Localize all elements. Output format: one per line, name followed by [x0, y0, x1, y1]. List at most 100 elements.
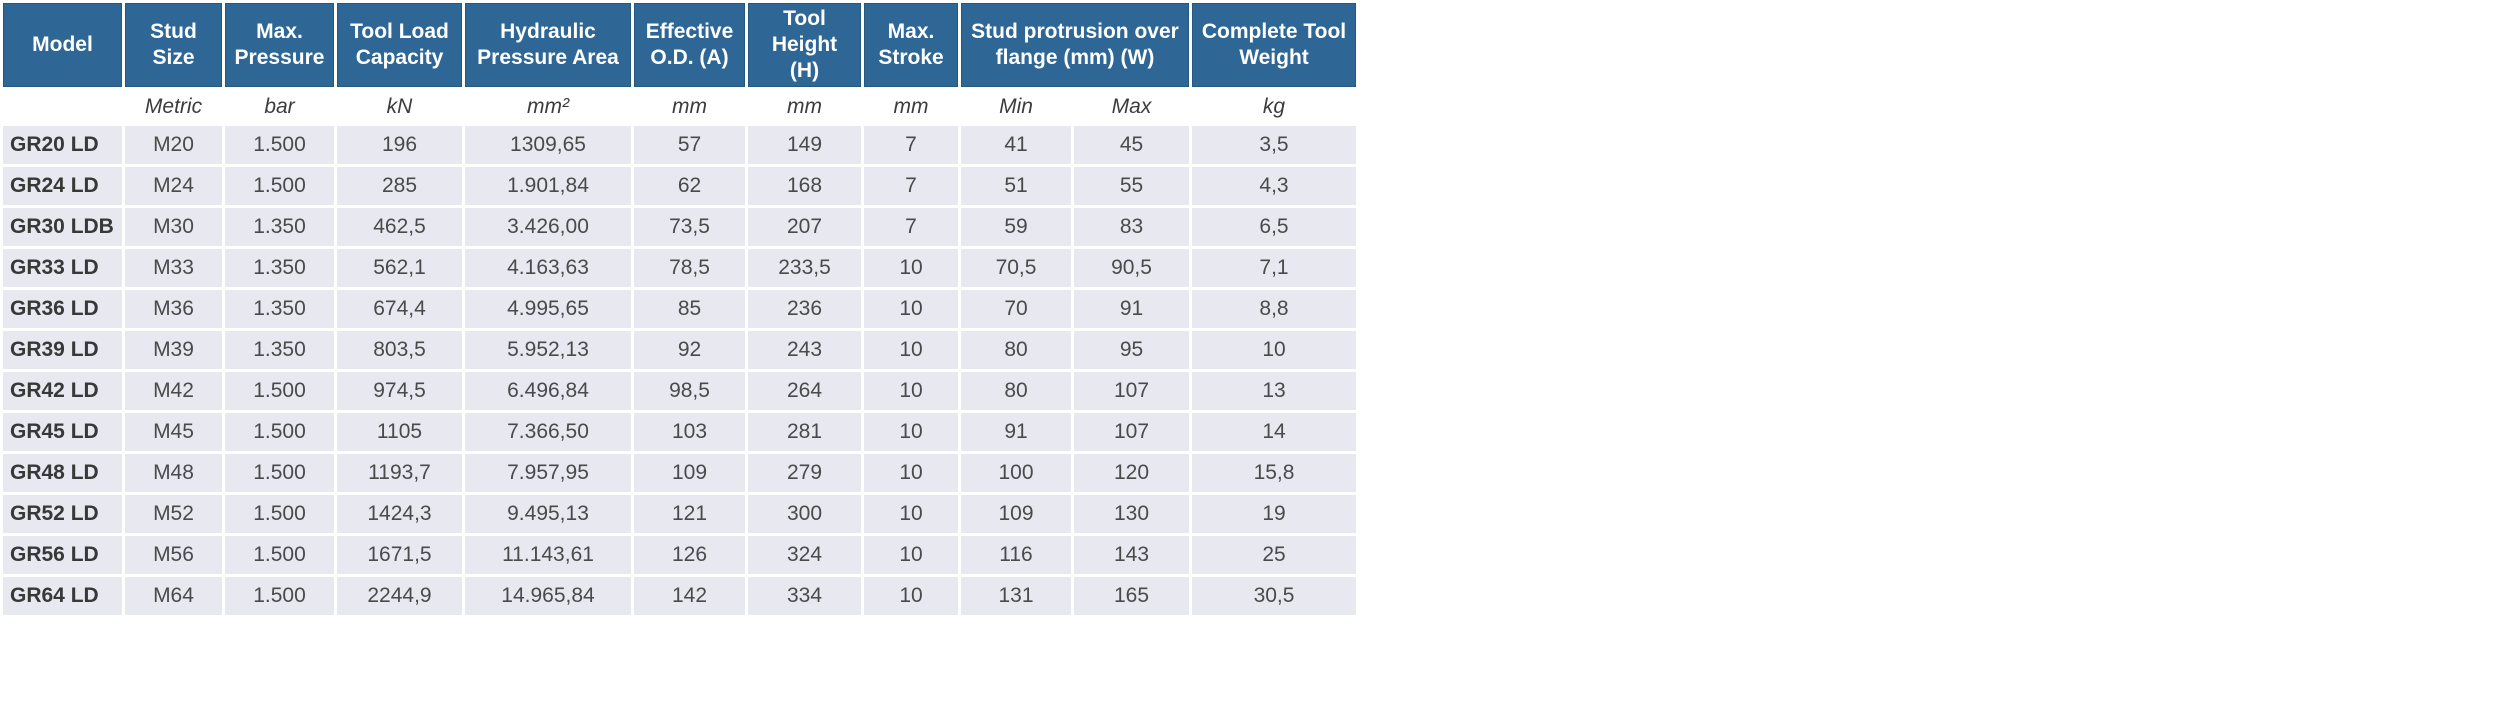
value-cell: 324 — [748, 536, 861, 574]
model-cell: GR24 LD — [3, 167, 122, 205]
table-row: GR48 LD M48 1.500 1193,7 7.957,95 109 279 10 100… — [3, 454, 1356, 492]
value-cell: 45 — [1074, 126, 1189, 164]
model-cell: GR20 LD — [3, 126, 122, 164]
table-header: Model Stud Size Max. Pressure Tool Load … — [3, 3, 1356, 87]
value-cell: 10 — [864, 413, 958, 451]
value-cell: 142 — [634, 577, 745, 615]
value-cell: 73,5 — [634, 208, 745, 246]
table-row: GR45 LD M45 1.500 1105 7.366,50 103 281 10 91 107… — [3, 413, 1356, 451]
unit-cell: kN — [337, 90, 462, 123]
units-row: Metric bar kN mm² mm mm mm Min Max kg — [3, 90, 1356, 123]
value-cell: 300 — [748, 495, 861, 533]
col-header-max-pressure: Max. Pressure — [225, 3, 334, 87]
header-row: Model Stud Size Max. Pressure Tool Load … — [3, 3, 1356, 87]
table-row: GR39 LD M39 1.350 803,5 5.952,13 92 243 10 80 95 1… — [3, 331, 1356, 369]
value-cell: M52 — [125, 495, 222, 533]
value-cell: 168 — [748, 167, 861, 205]
value-cell: M30 — [125, 208, 222, 246]
value-cell: 1.350 — [225, 331, 334, 369]
model-cell: GR56 LD — [3, 536, 122, 574]
value-cell: 974,5 — [337, 372, 462, 410]
value-cell: 41 — [961, 126, 1071, 164]
value-cell: 3,5 — [1192, 126, 1356, 164]
value-cell: 19 — [1192, 495, 1356, 533]
value-cell: 100 — [961, 454, 1071, 492]
value-cell: 10 — [864, 331, 958, 369]
value-cell: 62 — [634, 167, 745, 205]
unit-cell: bar — [225, 90, 334, 123]
value-cell: M64 — [125, 577, 222, 615]
value-cell: 4,3 — [1192, 167, 1356, 205]
value-cell: M42 — [125, 372, 222, 410]
value-cell: 1.350 — [225, 249, 334, 287]
value-cell: 13 — [1192, 372, 1356, 410]
unit-cell: mm — [748, 90, 861, 123]
value-cell: 109 — [961, 495, 1071, 533]
value-cell: 279 — [748, 454, 861, 492]
value-cell: 7 — [864, 167, 958, 205]
value-cell: 121 — [634, 495, 745, 533]
value-cell: M48 — [125, 454, 222, 492]
value-cell: M33 — [125, 249, 222, 287]
value-cell: M45 — [125, 413, 222, 451]
value-cell: 5.952,13 — [465, 331, 631, 369]
value-cell: 7 — [864, 126, 958, 164]
value-cell: 130 — [1074, 495, 1189, 533]
value-cell: 674,4 — [337, 290, 462, 328]
table-row: GR42 LD M42 1.500 974,5 6.496,84 98,5 264 10 80 1… — [3, 372, 1356, 410]
value-cell: 91 — [961, 413, 1071, 451]
value-cell: 70 — [961, 290, 1071, 328]
value-cell: 25 — [1192, 536, 1356, 574]
value-cell: 4.163,63 — [465, 249, 631, 287]
unit-cell: mm — [634, 90, 745, 123]
value-cell: M39 — [125, 331, 222, 369]
col-header-tool-weight: Complete Tool Weight — [1192, 3, 1356, 87]
table-row: GR52 LD M52 1.500 1424,3 9.495,13 121 300 10 109… — [3, 495, 1356, 533]
value-cell: 165 — [1074, 577, 1189, 615]
value-cell: 10 — [1192, 331, 1356, 369]
table-row: GR30 LDB M30 1.350 462,5 3.426,00 73,5 207 7 59 8… — [3, 208, 1356, 246]
value-cell: 149 — [748, 126, 861, 164]
value-cell: 7 — [864, 208, 958, 246]
value-cell: 4.995,65 — [465, 290, 631, 328]
value-cell: 803,5 — [337, 331, 462, 369]
col-header-tool-height: Tool Height (H) — [748, 3, 861, 87]
value-cell: M36 — [125, 290, 222, 328]
value-cell: 116 — [961, 536, 1071, 574]
value-cell: 1.500 — [225, 167, 334, 205]
value-cell: 92 — [634, 331, 745, 369]
model-cell: GR42 LD — [3, 372, 122, 410]
model-cell: GR64 LD — [3, 577, 122, 615]
value-cell: 109 — [634, 454, 745, 492]
value-cell: M20 — [125, 126, 222, 164]
model-cell: GR30 LDB — [3, 208, 122, 246]
col-header-max-stroke: Max. Stroke — [864, 3, 958, 87]
model-cell: GR39 LD — [3, 331, 122, 369]
value-cell: 1.500 — [225, 126, 334, 164]
value-cell: 1.500 — [225, 413, 334, 451]
unit-cell: Max — [1074, 90, 1189, 123]
col-header-tool-load: Tool Load Capacity — [337, 3, 462, 87]
value-cell: 10 — [864, 249, 958, 287]
col-header-model: Model — [3, 3, 122, 87]
value-cell: 103 — [634, 413, 745, 451]
table-row: GR24 LD M24 1.500 285 1.901,84 62 168 7 51 55 4,3 — [3, 167, 1356, 205]
value-cell: 83 — [1074, 208, 1189, 246]
value-cell: 7.366,50 — [465, 413, 631, 451]
value-cell: 8,8 — [1192, 290, 1356, 328]
value-cell: 14 — [1192, 413, 1356, 451]
value-cell: 1.350 — [225, 208, 334, 246]
value-cell: 3.426,00 — [465, 208, 631, 246]
value-cell: 9.495,13 — [465, 495, 631, 533]
value-cell: 80 — [961, 331, 1071, 369]
value-cell: 131 — [961, 577, 1071, 615]
value-cell: 1.500 — [225, 372, 334, 410]
value-cell: M24 — [125, 167, 222, 205]
value-cell: 11.143,61 — [465, 536, 631, 574]
value-cell: 10 — [864, 290, 958, 328]
value-cell: 120 — [1074, 454, 1189, 492]
unit-cell: kg — [1192, 90, 1356, 123]
value-cell: 98,5 — [634, 372, 745, 410]
value-cell: 1309,65 — [465, 126, 631, 164]
table-row: GR33 LD M33 1.350 562,1 4.163,63 78,5 233,5 10 7… — [3, 249, 1356, 287]
